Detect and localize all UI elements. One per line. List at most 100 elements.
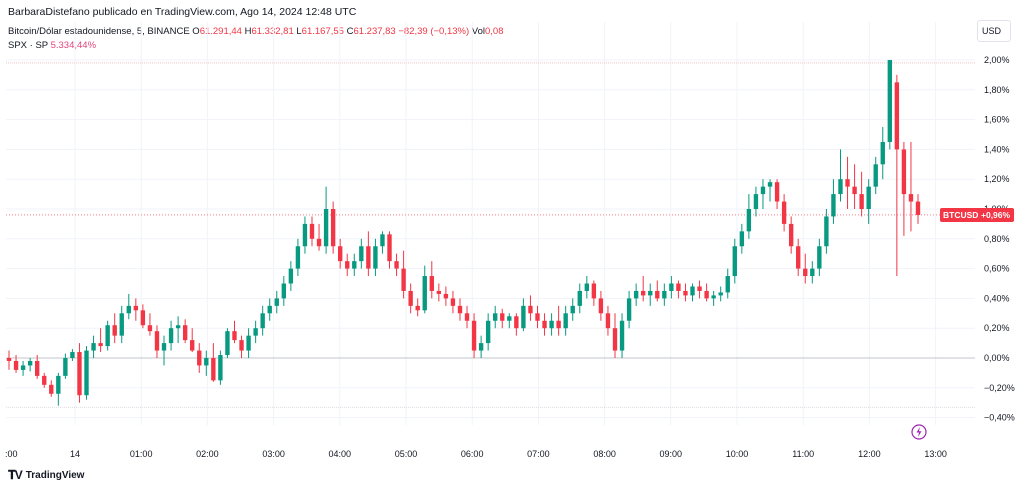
x-tick-label: 06:00 xyxy=(461,449,484,459)
x-tick-label: :00 xyxy=(5,449,18,459)
candle xyxy=(457,298,463,321)
candle-body xyxy=(471,320,477,351)
candle xyxy=(669,276,674,299)
candle xyxy=(528,295,533,321)
candle-body xyxy=(105,325,110,347)
candle xyxy=(591,280,597,306)
y-tick-label: 0,00% xyxy=(984,353,1010,363)
y-tick-label: 1,80% xyxy=(984,85,1010,95)
candle xyxy=(27,358,33,372)
candle xyxy=(429,261,434,299)
candle-body xyxy=(662,290,667,299)
candle-body xyxy=(77,352,82,396)
price-tag-bg xyxy=(940,207,1014,222)
candle-body xyxy=(746,209,752,232)
candle xyxy=(817,238,822,277)
currency-button[interactable] xyxy=(977,20,1011,42)
candle-body xyxy=(803,268,808,277)
close-value: 61.237,83 xyxy=(353,26,396,37)
candle xyxy=(753,186,759,217)
candle-body xyxy=(641,290,646,296)
candle-body xyxy=(739,231,745,247)
candle xyxy=(211,343,216,382)
candle xyxy=(549,313,554,336)
high-value: 61.332,81 xyxy=(251,26,294,37)
candle xyxy=(718,286,723,302)
candle xyxy=(281,276,286,306)
candle xyxy=(901,141,907,236)
y-tick-label: 0,60% xyxy=(984,264,1010,274)
candle-body xyxy=(175,325,181,329)
candle xyxy=(232,320,237,344)
candle xyxy=(556,305,561,336)
candle xyxy=(380,231,385,254)
candle xyxy=(535,305,540,329)
candles xyxy=(6,60,921,406)
volume-label: Vol xyxy=(471,26,485,37)
candle-body xyxy=(507,316,512,321)
candle xyxy=(655,280,660,302)
compare-name[interactable]: SPX · SP xyxy=(8,40,48,51)
candle-body xyxy=(760,186,766,195)
candle xyxy=(35,355,40,379)
symbol-legend: Bitcoin/Dólar estadounidense, 5, BINANCE… xyxy=(8,26,504,37)
candle xyxy=(824,209,829,254)
candle xyxy=(415,298,420,317)
candle-body xyxy=(253,328,258,336)
candle-body xyxy=(42,375,47,385)
symbol-name[interactable]: Bitcoin/Dólar estadounidense, 5, BINANCE xyxy=(8,26,190,37)
candle-body xyxy=(133,305,139,311)
candle xyxy=(295,238,301,277)
candle xyxy=(584,276,589,299)
candle xyxy=(352,253,357,277)
candle xyxy=(788,216,794,254)
lightning-icon[interactable] xyxy=(911,424,927,440)
candle xyxy=(690,283,695,302)
tradingview-logo-icon: 𝐓V xyxy=(8,468,23,482)
footer-brand-label: TradingView xyxy=(25,470,85,481)
candle xyxy=(704,283,709,302)
candle-body xyxy=(626,298,632,321)
candle-body xyxy=(260,313,265,329)
y-tick-label: 1,40% xyxy=(984,144,1010,154)
x-tick-label: 12:00 xyxy=(858,449,881,459)
candle xyxy=(697,280,702,299)
candle-body xyxy=(27,360,33,366)
candle xyxy=(873,156,878,195)
volume-value: 0,08 xyxy=(485,26,504,37)
candle xyxy=(168,320,174,351)
candle-body xyxy=(246,335,251,351)
candle xyxy=(577,283,582,314)
candle xyxy=(140,304,146,329)
candle-body xyxy=(683,290,688,296)
footer-brand[interactable]: 𝐓V TradingView xyxy=(8,468,84,483)
candle-body xyxy=(84,350,89,396)
candle-body xyxy=(436,290,442,294)
candle xyxy=(84,346,89,400)
candle xyxy=(464,305,470,329)
candle xyxy=(401,250,406,299)
candle xyxy=(485,313,491,351)
candle-body xyxy=(690,286,695,296)
x-tick-label: 02:00 xyxy=(196,449,219,459)
x-tick-label: 13:00 xyxy=(924,449,947,459)
candle xyxy=(316,223,322,251)
candle-body xyxy=(908,194,914,202)
low-label: L xyxy=(296,26,302,37)
candle-body xyxy=(591,283,597,299)
x-tick-label: 09:00 xyxy=(660,449,683,459)
candle xyxy=(359,238,364,269)
candle xyxy=(803,253,808,284)
candle-body xyxy=(373,246,378,269)
y-tick-label: 2,00% xyxy=(984,55,1010,65)
candle-body xyxy=(352,261,357,269)
candle xyxy=(648,283,653,306)
candle-body xyxy=(584,283,589,291)
candle-body xyxy=(443,293,449,299)
candle-body xyxy=(295,246,301,269)
candle-body xyxy=(450,298,456,306)
candle xyxy=(711,290,716,306)
candle xyxy=(514,313,519,336)
candle-body xyxy=(655,290,660,299)
